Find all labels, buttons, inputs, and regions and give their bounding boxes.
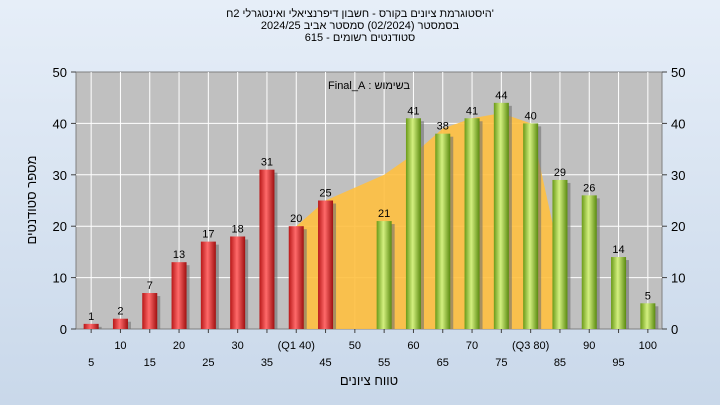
x-tick-label: 65 bbox=[437, 357, 449, 369]
y-tick-label: 20 bbox=[53, 219, 67, 234]
x-tick-label: 90 bbox=[583, 340, 595, 352]
data-label: 21 bbox=[378, 208, 390, 220]
data-label: 17 bbox=[202, 229, 214, 241]
bar-35 bbox=[259, 169, 275, 329]
bar-25 bbox=[200, 241, 216, 329]
x-tick-label: (Q3 80) bbox=[512, 340, 549, 352]
x-axis-label: טווח ציונים bbox=[340, 373, 398, 388]
bar-(Q3 80) bbox=[523, 123, 539, 330]
data-label: 1 bbox=[88, 311, 94, 323]
data-label: 20 bbox=[290, 213, 302, 225]
data-label: 29 bbox=[554, 167, 566, 179]
y-tick-label-right: 20 bbox=[671, 219, 685, 234]
data-label: 41 bbox=[466, 105, 478, 117]
bar-70 bbox=[464, 118, 480, 329]
y-tick-label: 40 bbox=[53, 116, 67, 131]
x-tick-label: 60 bbox=[407, 340, 419, 352]
data-label: 5 bbox=[645, 290, 651, 302]
x-tick-label: 30 bbox=[232, 340, 244, 352]
y-tick-label-right: 10 bbox=[671, 271, 685, 286]
x-tick-label: 70 bbox=[466, 340, 478, 352]
bar-65 bbox=[435, 133, 451, 329]
bar-(Q1 40) bbox=[288, 226, 304, 329]
chart-title-line2: בסמסטר (02/2024) סמסטר אביב 2024/25 bbox=[260, 20, 460, 32]
data-label: 26 bbox=[583, 182, 595, 194]
x-tick-label: 75 bbox=[495, 357, 507, 369]
bar-75 bbox=[493, 102, 509, 329]
chart-title-line1: 'היסטוגרמת ציונים בקורס - חשבון דיפרנציא… bbox=[226, 8, 494, 20]
data-label: 40 bbox=[525, 110, 537, 122]
bar-20 bbox=[171, 262, 187, 329]
chart-title-line3: סטודנטים רשומים - 615 bbox=[304, 32, 416, 44]
data-label: 14 bbox=[612, 244, 624, 256]
data-label: 2 bbox=[117, 306, 123, 318]
x-tick-label: 25 bbox=[202, 357, 214, 369]
x-tick-label: 45 bbox=[319, 357, 331, 369]
x-tick-label: 85 bbox=[554, 357, 566, 369]
y-tick-label: 10 bbox=[53, 271, 67, 286]
y-tick-label-right: 30 bbox=[671, 168, 685, 183]
bar-60 bbox=[405, 118, 421, 329]
bar-15 bbox=[142, 293, 158, 329]
y-axis-label: מספר סטודנטים bbox=[24, 156, 39, 245]
data-label: 18 bbox=[232, 223, 244, 235]
x-tick-label: (Q1 40) bbox=[278, 340, 315, 352]
chart-titles: 'היסטוגרמת ציונים בקורס - חשבון דיפרנציא… bbox=[0, 8, 720, 44]
x-tick-label: 10 bbox=[114, 340, 126, 352]
y-tick-label-right: 50 bbox=[671, 65, 685, 80]
y-tick-label-right: 0 bbox=[671, 322, 678, 337]
x-tick-label: 15 bbox=[144, 357, 156, 369]
y-tick-label-right: 40 bbox=[671, 116, 685, 131]
data-label: 41 bbox=[407, 105, 419, 117]
x-tick-label: 55 bbox=[378, 357, 390, 369]
bar-85 bbox=[552, 179, 568, 329]
data-label: 13 bbox=[173, 249, 185, 261]
data-label: 25 bbox=[319, 188, 331, 200]
bar-100 bbox=[640, 303, 656, 329]
bar-55 bbox=[376, 221, 392, 329]
x-tick-label: 95 bbox=[612, 357, 624, 369]
x-tick-label: 35 bbox=[261, 357, 273, 369]
y-tick-label: 50 bbox=[53, 65, 67, 80]
x-tick-label: 50 bbox=[349, 340, 361, 352]
bar-45 bbox=[318, 200, 334, 329]
data-label: 31 bbox=[261, 157, 273, 169]
data-label: 38 bbox=[437, 121, 449, 133]
x-tick-label: 100 bbox=[639, 340, 657, 352]
bar-30 bbox=[230, 236, 246, 329]
bar-90 bbox=[581, 195, 597, 329]
x-tick-label: 5 bbox=[88, 357, 94, 369]
y-tick-label: 30 bbox=[53, 168, 67, 183]
legend-label: בשימוש : Final_A bbox=[328, 80, 410, 92]
x-tick-label: 20 bbox=[173, 340, 185, 352]
data-label: 7 bbox=[147, 280, 153, 292]
y-tick-label: 0 bbox=[60, 322, 67, 337]
bar-10 bbox=[112, 318, 128, 329]
bar-95 bbox=[611, 257, 627, 329]
bar-5 bbox=[83, 323, 99, 329]
data-label: 44 bbox=[495, 90, 507, 102]
